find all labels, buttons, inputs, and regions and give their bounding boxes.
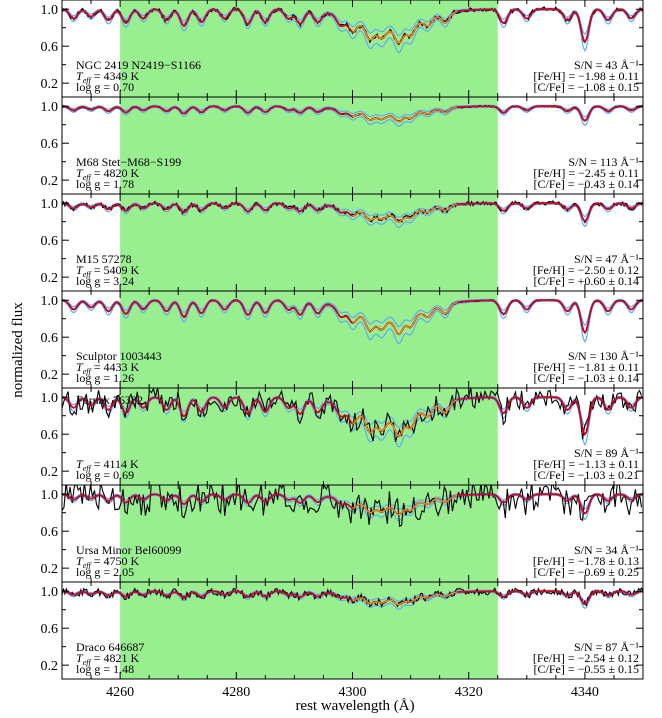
best-fit-gband-highlight <box>352 11 458 44</box>
panel-star-name: Ursa Minor Bel60099 <box>76 543 181 557</box>
panel-logg: log g = 0.70 <box>76 80 134 94</box>
y-tick-label: 1.0 <box>41 585 59 600</box>
x-tick-label: 4340 <box>571 685 599 700</box>
y-tick-label: 1.0 <box>41 100 59 115</box>
y-tick-label: 0.6 <box>41 525 59 540</box>
spectrum-panel <box>62 388 643 448</box>
y-tick-label: 0.6 <box>41 428 59 443</box>
spectra-panels-layer <box>62 5 643 610</box>
best-fit-gband-highlight <box>352 495 458 516</box>
y-tick-label: 1.0 <box>41 391 59 406</box>
panel-logg: log g = 1.26 <box>76 371 134 385</box>
y-tick-label: 0.2 <box>41 659 59 674</box>
y-tick-label: 0.6 <box>41 137 59 152</box>
panel-star-name: Fornax 76382 <box>76 393 143 407</box>
y-tick-label: 0.2 <box>41 271 59 286</box>
lower-bound-spectrum <box>62 106 643 127</box>
observed-spectrum <box>62 388 643 443</box>
panel-signal-to-noise: S/N = 47 Å⁻¹ <box>574 252 639 266</box>
x-tick-label: 4280 <box>222 685 250 700</box>
x-axis-label: rest wavelength (Å) <box>295 698 414 714</box>
panel-signal-to-noise: S/N = 43 Å⁻¹ <box>574 58 639 72</box>
panel-signal-to-noise: S/N = 87 Å⁻¹ <box>574 640 639 654</box>
panel-signal-to-noise: S/N = 113 Å⁻¹ <box>568 155 639 169</box>
panel-teff: Teff = 4820 K <box>76 166 139 182</box>
y-tick-label: 1.0 <box>41 294 59 309</box>
y-tick-label: 0.2 <box>41 77 59 92</box>
best-fit-gband-highlight <box>352 204 458 223</box>
panel-signal-to-noise: S/N = 89 Å⁻¹ <box>574 446 639 460</box>
panel-signal-to-noise: S/N = 130 Å⁻¹ <box>568 349 639 363</box>
panel-carbon-abundance: [C/Fe] = −1.03 ± 0.21 <box>534 468 639 482</box>
panel-star-name: Draco 646687 <box>76 640 144 654</box>
panel-iron-abundance: [Fe/H] = −2.50 ± 0.12 <box>533 263 639 277</box>
panel-logg: log g = 1.48 <box>76 662 134 676</box>
best-fit-gband-highlight <box>352 591 458 606</box>
y-tick-label: 0.2 <box>41 562 59 577</box>
x-tick-label: 4320 <box>455 685 483 700</box>
panel-teff: Teff = 4349 K <box>76 69 139 85</box>
upper-bound-spectrum <box>62 298 643 328</box>
x-tick-label: 4260 <box>106 685 134 700</box>
panel-teff: Teff = 4750 K <box>76 554 139 570</box>
panel-logg: log g = 1.78 <box>76 177 134 191</box>
spectrum-panel <box>62 587 643 610</box>
y-tick-label: 0.2 <box>41 368 59 383</box>
x-tick-label: 4300 <box>339 685 367 700</box>
panel-star-name: NGC 2419 N2419−S1166 <box>76 58 201 72</box>
panel-carbon-abundance: [C/Fe] = +0.60 ± 0.14 <box>534 274 639 288</box>
y-tick-label: 1.0 <box>41 197 59 212</box>
panel-teff: Teff = 4433 K <box>76 360 139 376</box>
shaded-region <box>120 0 498 679</box>
spectrum-panel <box>62 5 643 54</box>
panel-iron-abundance: [Fe/H] = −1.13 ± 0.11 <box>533 457 639 471</box>
panel-star-name: M15 57278 <box>76 252 132 266</box>
panel-carbon-abundance: [C/Fe] = −0.69 ± 0.25 <box>534 565 639 579</box>
y-tick-label: 0.2 <box>41 465 59 480</box>
lower-bound-spectrum <box>62 494 643 522</box>
y-tick-label: 0.6 <box>41 622 59 637</box>
panel-iron-abundance: [Fe/H] = −1.98 ± 0.11 <box>533 69 639 83</box>
panel-iron-abundance: [Fe/H] = −1.81 ± 0.11 <box>533 360 639 374</box>
panel-teff: Teff = 4821 K <box>76 651 139 667</box>
lower-bound-spectrum <box>62 300 643 345</box>
spectrum-panel <box>62 298 643 345</box>
panel-carbon-abundance: [C/Fe] = −1.08 ± 0.15 <box>534 80 639 94</box>
panel-carbon-abundance: [C/Fe] = −1.03 ± 0.14 <box>534 371 639 385</box>
panel-carbon-abundance: [C/Fe] = −0.55 ± 0.15 <box>534 662 639 676</box>
panel-iron-abundance: [Fe/H] = −2.45 ± 0.11 <box>533 166 639 180</box>
panel-teff: Teff = 4114 K <box>76 457 139 473</box>
panel-logg: log g = 2.05 <box>76 565 134 579</box>
y-tick-label: 0.2 <box>41 174 59 189</box>
panel-carbon-abundance: [C/Fe] = −0.43 ± 0.14 <box>534 177 639 191</box>
panel-logg: log g = 0.69 <box>76 468 134 482</box>
best-fit-gband-highlight <box>352 399 458 437</box>
y-tick-label: 0.6 <box>41 331 59 346</box>
panel-star-name: Sculptor 1003443 <box>76 349 162 363</box>
panel-star-name: M68 Stet−M68−S199 <box>76 155 181 169</box>
spectrum-panel <box>62 199 643 229</box>
best-fit-gband-highlight <box>352 106 458 123</box>
panel-teff: Teff = 5409 K <box>76 263 139 279</box>
y-tick-label: 1.0 <box>41 3 59 18</box>
panel-logg: log g = 3.24 <box>76 274 134 288</box>
y-tick-label: 0.6 <box>41 40 59 55</box>
panel-iron-abundance: [Fe/H] = −2.54 ± 0.12 <box>533 651 639 665</box>
best-fit-gband-highlight <box>352 302 458 335</box>
panel-iron-abundance: [Fe/H] = −1.78 ± 0.13 <box>533 554 639 568</box>
panel-signal-to-noise: S/N = 34 Å⁻¹ <box>574 543 639 557</box>
g-band-shaded-region-layer <box>120 0 498 679</box>
spectrum-panel <box>62 104 643 127</box>
y-axis-label: normalized flux <box>10 302 26 398</box>
y-tick-label: 0.6 <box>41 234 59 249</box>
y-tick-label: 1.0 <box>41 488 59 503</box>
